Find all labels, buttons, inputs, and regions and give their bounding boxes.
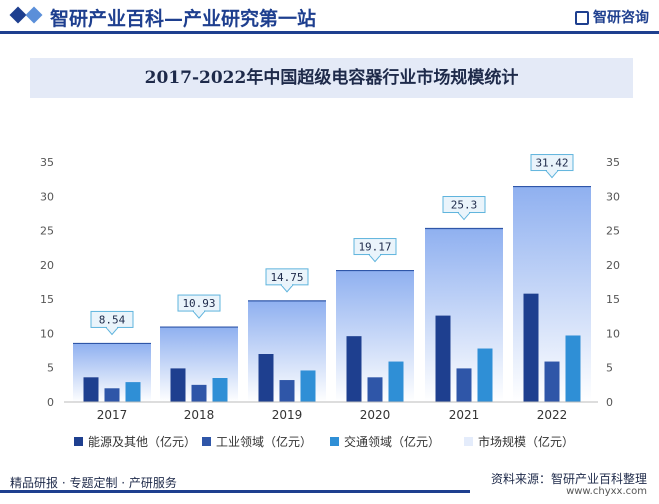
x-tick-label: 2018 (184, 408, 215, 422)
legend-swatch (202, 437, 211, 446)
chart-title-band: 2017-2022年中国超级电容器行业市场规模统计 (30, 58, 633, 98)
data-source: 资料来源：智研产业百科整理 (490, 472, 647, 486)
legend-label: 市场规模（亿元） (478, 434, 574, 449)
y-tick-label: 25 (40, 225, 54, 238)
footer-bar: 精品研报 · 专题定制 · 产研服务 资料来源：智研产业百科整理 www.chy… (0, 470, 659, 504)
segment-bar (565, 335, 581, 402)
legend-swatch (330, 437, 339, 446)
legend-swatch (74, 437, 83, 446)
value-label-joint (547, 169, 557, 172)
y-tick-label: 10 (606, 327, 620, 340)
value-label-pointer (279, 284, 295, 293)
segment-bar (258, 354, 274, 402)
x-tick-label: 2021 (449, 408, 480, 422)
y-tick-label: 35 (40, 156, 54, 169)
value-label-joint (459, 211, 469, 214)
value-label-pointer (104, 326, 120, 336)
segment-bar (477, 348, 493, 402)
brand-logo[interactable]: 智研咨询 (575, 7, 649, 27)
x-tick-label: 2019 (272, 408, 303, 422)
segment-bar (435, 315, 451, 402)
segment-bar (544, 361, 560, 402)
chart-title: 2017-2022年中国超级电容器行业市场规模统计 (144, 68, 519, 88)
y-tick-label: 15 (606, 293, 620, 306)
segment-bar (367, 377, 383, 402)
value-label-joint (194, 310, 204, 313)
y-tick-label: 5 (47, 362, 54, 375)
y-tick-label: 20 (40, 259, 54, 272)
y-tick-label: 25 (606, 225, 620, 238)
x-axis: 2017 2018 2019 2020 2021 2022 (97, 408, 568, 422)
logo-icon (575, 11, 589, 25)
y-tick-label: 0 (47, 396, 54, 409)
value-label-joint (107, 326, 117, 329)
segment-bar (523, 293, 539, 402)
footer-divider (0, 490, 470, 493)
data-label: 31.42 (535, 157, 568, 170)
segment-bar (83, 377, 99, 402)
segment-bar (300, 370, 316, 402)
x-tick-label: 2022 (537, 408, 568, 422)
value-label-pointer (191, 310, 207, 319)
header-bar: 智研产业百科—产业研究第一站 智研咨询 (0, 0, 659, 34)
segment-bar (388, 361, 404, 402)
y-tick-label: 20 (606, 259, 620, 272)
data-label: 14.75 (270, 271, 303, 284)
segment-bar (170, 368, 186, 402)
value-label-pointer (456, 212, 472, 221)
site-title: 智研产业百科—产业研究第一站 (50, 8, 317, 30)
legend-label: 工业领域（亿元） (216, 434, 312, 449)
y-tick-label: 15 (40, 293, 54, 306)
y-tick-label: 0 (606, 396, 613, 409)
segment-bar (346, 336, 362, 402)
segment-bar (104, 388, 120, 402)
chart-canvas: 0 5 10 15 20 25 30 35 0 5 10 15 20 25 30 35 8.54 10.93 1… (40, 154, 620, 449)
y-tick-label: 5 (606, 362, 613, 375)
segment-bar (125, 382, 141, 402)
value-label-pointer (544, 170, 560, 179)
footer-services: 精品研报 · 专题定制 · 产研服务 (10, 476, 177, 490)
value-label-pointer (367, 254, 383, 263)
brand-name: 智研咨询 (593, 10, 649, 26)
value-label-joint (370, 253, 380, 256)
segment-bar (279, 380, 295, 402)
site-url[interactable]: www.chyxx.com (566, 486, 647, 497)
x-tick-label: 2020 (360, 408, 391, 422)
segment-bar (212, 378, 228, 402)
header-divider (0, 31, 659, 34)
legend: 能源及其他（亿元） 工业领域（亿元） 交通领域（亿元） 市场规模（亿元） (74, 434, 574, 449)
right-axis: 0 5 10 15 20 25 30 35 (606, 156, 620, 409)
data-label: 10.93 (182, 297, 215, 310)
x-tick-label: 2017 (97, 408, 128, 422)
y-tick-label: 30 (40, 190, 54, 203)
segment-bar (191, 384, 207, 402)
data-label: 8.54 (99, 313, 126, 326)
legend-swatch (464, 437, 473, 446)
plot-area: 8.54 10.93 14.75 19.17 25.3 31.42 (64, 154, 598, 403)
value-label-joint (282, 283, 292, 286)
y-tick-label: 30 (606, 190, 620, 203)
data-label: 25.3 (451, 199, 478, 212)
segment-bar (456, 368, 472, 402)
y-tick-label: 35 (606, 156, 620, 169)
legend-label: 交通领域（亿元） (344, 434, 440, 449)
left-axis: 0 5 10 15 20 25 30 35 (40, 156, 54, 409)
legend-label: 能源及其他（亿元） (88, 434, 196, 449)
data-label: 19.17 (358, 241, 391, 254)
y-tick-label: 10 (40, 327, 54, 340)
